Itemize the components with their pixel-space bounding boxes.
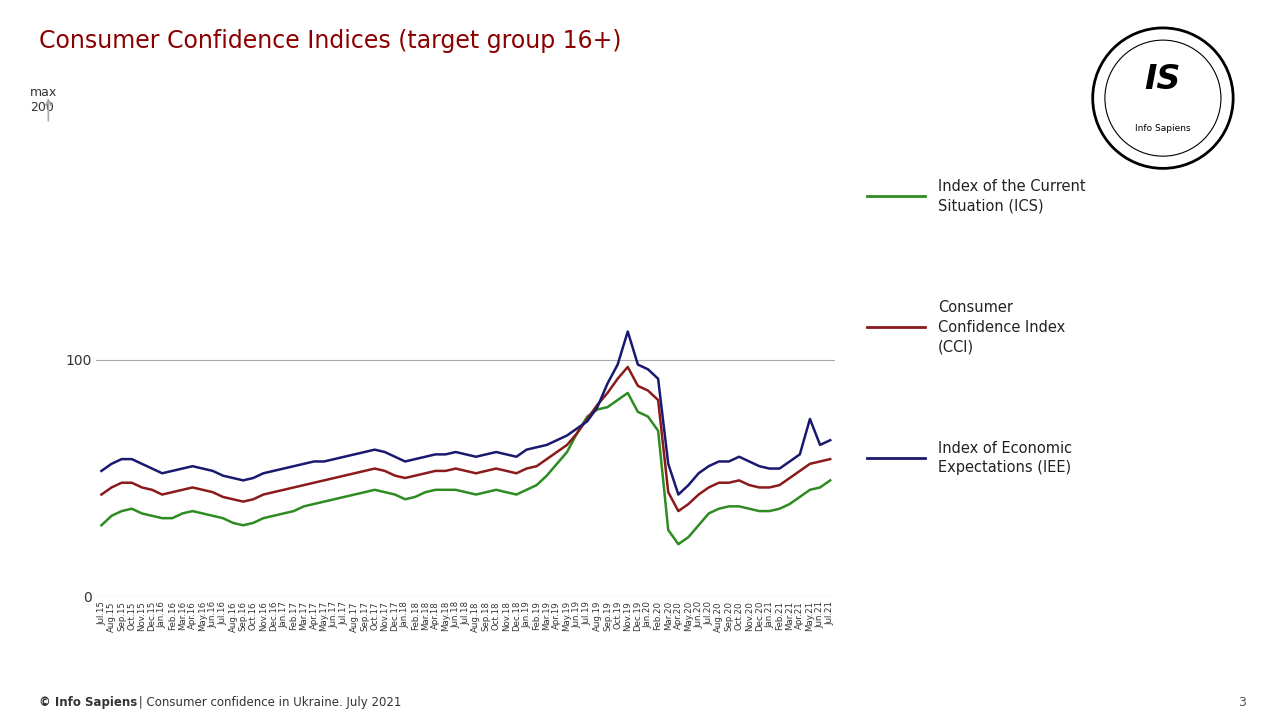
Text: Index of the Current
Situation (ICS): Index of the Current Situation (ICS) xyxy=(938,179,1086,214)
Text: IS: IS xyxy=(1145,63,1181,96)
Text: Consumer Confidence Indices (target group 16+): Consumer Confidence Indices (target grou… xyxy=(39,29,621,53)
Text: © Info Sapiens: © Info Sapiens xyxy=(39,696,136,709)
Text: 3: 3 xyxy=(1239,696,1246,709)
Text: Index of Economic
Expectations (IEE): Index of Economic Expectations (IEE) xyxy=(938,441,1072,475)
Text: Consumer
Confidence Index
(CCI): Consumer Confidence Index (CCI) xyxy=(938,300,1065,355)
Text: max
200: max 200 xyxy=(30,86,57,114)
Text: | Consumer confidence in Ukraine. July 2021: | Consumer confidence in Ukraine. July 2… xyxy=(135,696,401,709)
Text: Info Sapiens: Info Sapiens xyxy=(1135,124,1191,133)
